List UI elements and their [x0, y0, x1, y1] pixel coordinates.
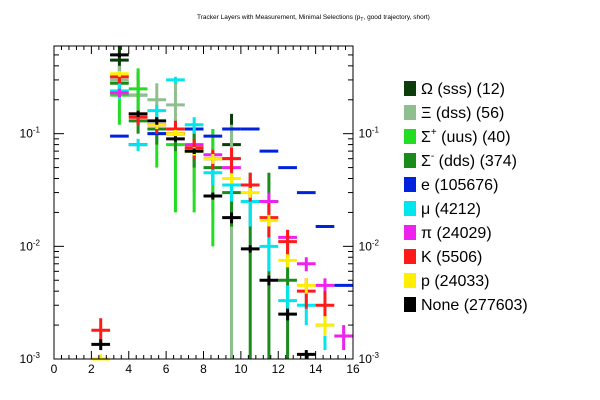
legend-label: p (24033) — [421, 273, 490, 290]
y-tick-label: 10-1 — [20, 126, 41, 141]
legend-swatch — [404, 273, 416, 288]
plot-area — [91, 46, 353, 361]
legend-swatch — [404, 177, 416, 192]
x-tick-label: 10 — [234, 362, 248, 376]
legend-item: Σ- (dds) (374) — [404, 151, 517, 170]
legend-label: e (105676) — [421, 177, 498, 194]
legend-swatch — [404, 297, 416, 312]
legend-label: K (5506) — [421, 249, 482, 266]
legend-label: Ω (sss) (12) — [421, 81, 505, 98]
series-9 — [91, 53, 316, 359]
legend: Ω (sss) (12) Ξ (dss) (56) Σ+ (uus) (40) Σ- … — [404, 81, 528, 314]
y-tick-label-right: 10-2 — [359, 238, 380, 253]
legend-item: K (5506) — [404, 249, 482, 266]
legend-label: Σ+ (uus) (40) — [421, 127, 511, 146]
x-tick-label: 16 — [346, 362, 360, 376]
y-tick-label-right: 10-3 — [359, 351, 380, 366]
y-tick-label: 10-2 — [20, 238, 41, 253]
chart-title: Tracker Layers with Measurement, Minimal… — [197, 14, 430, 23]
x-tick-label: 4 — [125, 362, 132, 376]
legend-label: μ (4212) — [421, 201, 481, 218]
legend-swatch — [404, 249, 416, 264]
axes: 0 2 4 6 8 10 12 14 16 10-1 10-1 10-2 10-2 10-3 10-3 — [20, 45, 380, 376]
legend-label: Σ- (dds) (374) — [421, 151, 517, 170]
legend-swatch — [404, 201, 416, 216]
legend-swatch — [404, 153, 416, 168]
x-tick-label: 6 — [163, 362, 170, 376]
series-4 — [110, 127, 353, 287]
legend-swatch — [404, 105, 416, 120]
x-tick-label: 2 — [88, 362, 95, 376]
x-tick-label: 12 — [272, 362, 286, 376]
legend-item: μ (4212) — [404, 201, 481, 218]
y-tick-label-right: 10-1 — [359, 126, 380, 141]
legend-item: Ω (sss) (12) — [404, 81, 505, 98]
legend-item: Ξ (dss) (56) — [404, 105, 504, 122]
legend-swatch — [404, 225, 416, 240]
x-tick-label: 0 — [51, 362, 58, 376]
x-tick-label: 8 — [200, 362, 207, 376]
legend-label: Ξ (dss) (56) — [421, 105, 504, 122]
legend-item: Σ+ (uus) (40) — [404, 127, 511, 146]
legend-item: e (105676) — [404, 177, 498, 194]
series-8 — [91, 70, 335, 361]
legend-swatch — [404, 81, 416, 96]
plot-frame — [53, 45, 354, 360]
legend-swatch — [404, 129, 416, 144]
x-tick-label: 14 — [309, 362, 323, 376]
legend-item: p (24033) — [404, 273, 490, 290]
legend-label: None (277603) — [421, 297, 528, 314]
legend-item: π (24029) — [404, 225, 492, 242]
legend-label: π (24029) — [421, 225, 492, 242]
y-tick-label: 10-3 — [20, 351, 41, 366]
legend-item: None (277603) — [404, 297, 528, 314]
